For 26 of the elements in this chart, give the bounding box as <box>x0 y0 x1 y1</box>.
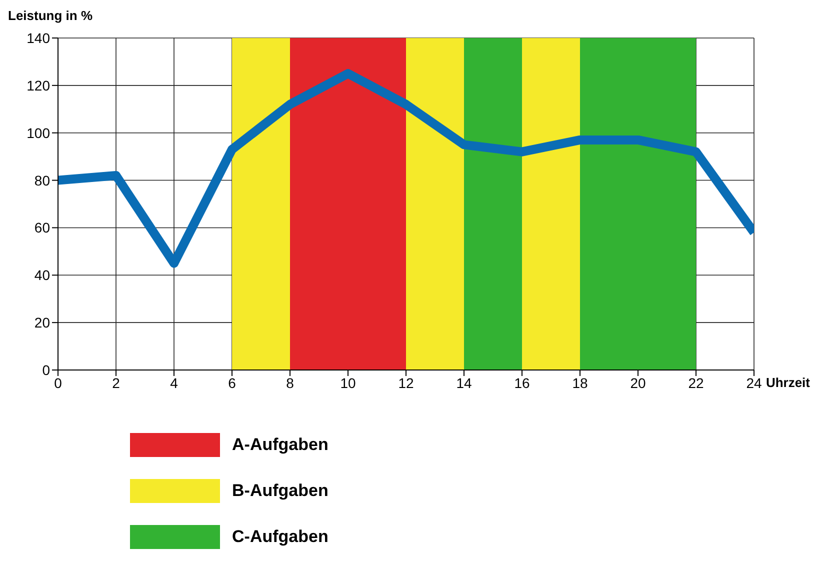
x-tick-label: 14 <box>456 374 472 391</box>
y-tick-label: 100 <box>26 124 50 141</box>
x-tick-label: 4 <box>170 374 178 391</box>
x-tick-label: 22 <box>688 374 704 391</box>
x-tick-label: 0 <box>54 374 62 391</box>
x-tick-label: 12 <box>398 374 414 391</box>
x-tick-label: 20 <box>630 374 646 391</box>
y-tick-label: 80 <box>34 172 50 188</box>
text: C-Aufgaben <box>232 527 328 547</box>
text: A-Aufgaben <box>232 435 328 455</box>
y-tick-label: 0 <box>42 362 50 378</box>
x-tick-label: 8 <box>286 374 294 391</box>
x-tick-label: 2 <box>112 374 120 391</box>
x-tick-label: 18 <box>572 374 588 391</box>
x-tick-label: 24 <box>746 374 762 391</box>
y-tick-label: 40 <box>34 267 50 284</box>
y-tick-label: 140 <box>26 30 50 46</box>
y-tick-label: 20 <box>34 314 50 331</box>
text: B-Aufgaben <box>232 481 328 501</box>
x-axis-title: Uhrzeit <box>766 375 810 390</box>
x-tick-label: 10 <box>340 374 356 391</box>
y-tick-label: 120 <box>26 77 50 94</box>
y-tick-label: 60 <box>34 220 50 236</box>
x-tick-label: 16 <box>514 374 530 391</box>
x-tick-label: 6 <box>228 374 236 391</box>
y-axis-title: Leistung in % <box>8 8 94 25</box>
